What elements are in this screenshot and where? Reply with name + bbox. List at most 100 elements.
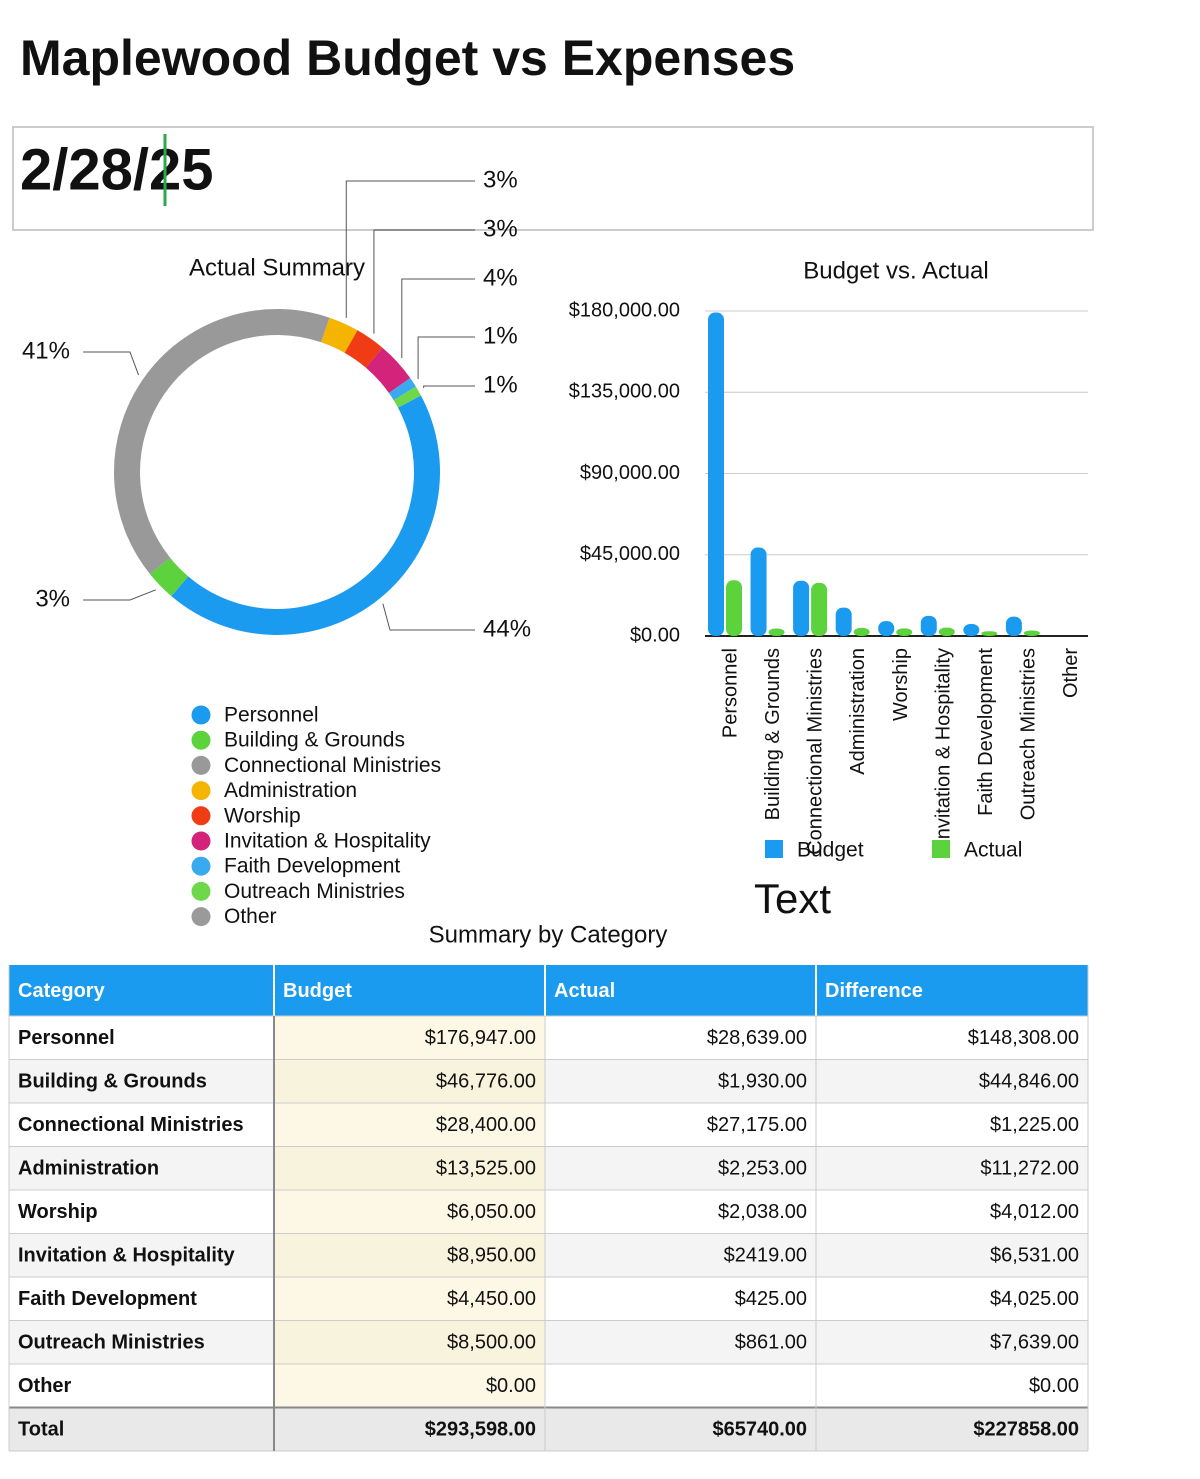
bar: [726, 580, 742, 636]
bar: [963, 623, 980, 636]
bar: [811, 582, 828, 636]
amount-cell: $861.00: [735, 1332, 807, 1354]
x-tick-label: Outreach Ministries: [1017, 648, 1039, 820]
amount-cell: $11,272.00: [980, 1158, 1079, 1180]
budget-cell: [274, 1059, 545, 1103]
column-header: Difference: [825, 980, 923, 1002]
amount-cell: $2,038.00: [718, 1201, 807, 1223]
data-label: 3%: [35, 585, 70, 612]
table-title: Summary by Category: [429, 921, 668, 948]
x-tick-label: Connectional Ministries: [805, 648, 827, 855]
data-label: 1%: [483, 322, 518, 349]
x-tick-label: Invitation & Hospitality: [932, 648, 954, 845]
legend-swatch: [932, 840, 950, 858]
amount-cell: $27,175.00: [707, 1114, 807, 1136]
bar: [768, 628, 785, 636]
bar: [793, 580, 810, 636]
leader-line: [373, 229, 475, 334]
y-tick-label: $45,000.00: [580, 543, 680, 565]
leader-line: [345, 180, 475, 318]
category-cell: Outreach Ministries: [18, 1332, 205, 1354]
data-label: 4%: [483, 264, 518, 291]
amount-cell: $28,400.00: [436, 1114, 536, 1136]
amount-cell: $8,950.00: [447, 1245, 536, 1267]
total-row: [9, 1407, 1088, 1451]
data-label: 1%: [483, 371, 518, 398]
category-cell: Other: [18, 1375, 72, 1397]
bar: [1023, 630, 1040, 636]
table-row: [9, 1059, 1088, 1103]
sheet-title: Maplewood Budget vs Expenses: [20, 30, 795, 86]
legend-swatch: [191, 881, 211, 901]
bar: [708, 312, 724, 636]
legend-label: Administration: [224, 779, 357, 802]
date-box: [12, 126, 1094, 231]
legend-label: Faith Development: [224, 855, 400, 878]
legend-swatch: [191, 730, 211, 750]
amount-cell: $148,308.00: [968, 1027, 1079, 1049]
table-row: [9, 1364, 1088, 1408]
donut-title: Actual Summary: [189, 254, 365, 281]
amount-cell: $13,525.00: [436, 1158, 536, 1180]
bar: [1005, 616, 1022, 636]
text-box: Text: [754, 875, 831, 922]
bar: [853, 627, 870, 636]
legend-label: Other: [224, 905, 277, 928]
bar: [896, 628, 913, 636]
budget-cell: [274, 1233, 545, 1277]
amount-cell: $65740.00: [712, 1419, 807, 1441]
x-tick-label: Building & Grounds: [762, 648, 784, 820]
y-tick-label: $180,000.00: [569, 299, 680, 321]
legend-swatch: [191, 831, 211, 851]
legend-swatch: [191, 755, 211, 775]
amount-cell: $2,253.00: [718, 1158, 807, 1180]
bar: [981, 631, 998, 636]
leader-line: [417, 336, 475, 379]
donut-segment: [171, 395, 440, 635]
donut-segment: [388, 378, 416, 401]
x-tick-label: Personnel: [720, 648, 742, 738]
legend-label: Building & Grounds: [224, 729, 405, 752]
table-row: [9, 1016, 1088, 1060]
amount-cell: $7,639.00: [990, 1332, 1079, 1354]
category-cell: Faith Development: [18, 1288, 197, 1310]
table-header: [9, 965, 1088, 1016]
amount-cell: $227858.00: [973, 1419, 1079, 1441]
amount-cell: $4,012.00: [990, 1201, 1079, 1223]
column-header: Budget: [283, 980, 352, 1002]
budget-cell: [274, 1364, 545, 1408]
donut-segment: [320, 317, 358, 354]
amount-cell: $46,776.00: [436, 1071, 536, 1093]
amount-cell: $44,846.00: [979, 1071, 1079, 1093]
donut-segment: [344, 330, 383, 368]
table-row: [9, 1233, 1088, 1277]
data-label: 3%: [483, 166, 518, 193]
column-header: Actual: [554, 980, 615, 1002]
budget-cell: [274, 1103, 545, 1147]
legend-swatch: [191, 907, 211, 927]
leader-line: [401, 278, 475, 359]
amount-cell: $6,050.00: [447, 1201, 536, 1223]
bar: [878, 621, 895, 636]
date: 2/28/25: [20, 137, 214, 202]
budget-cell: [274, 1320, 545, 1364]
amount-cell: $176,947.00: [425, 1027, 536, 1049]
amount-cell: $1,930.00: [718, 1071, 807, 1093]
category-cell: Building & Grounds: [18, 1071, 207, 1093]
x-tick-label: Administration: [847, 648, 869, 775]
legend-swatch: [191, 806, 211, 826]
table-row: [9, 1190, 1088, 1234]
bar: [835, 607, 852, 636]
budget-cell: [274, 1190, 545, 1234]
legend-swatch: [191, 856, 211, 876]
donut-segment: [393, 386, 421, 408]
amount-cell: $28,639.00: [707, 1027, 807, 1049]
legend-label: Worship: [224, 804, 301, 827]
leader-line: [83, 351, 140, 376]
amount-cell: $4,450.00: [447, 1288, 536, 1310]
donut-segment: [365, 347, 411, 394]
legend-label: Budget: [797, 839, 864, 862]
data-label: 3%: [483, 215, 518, 242]
